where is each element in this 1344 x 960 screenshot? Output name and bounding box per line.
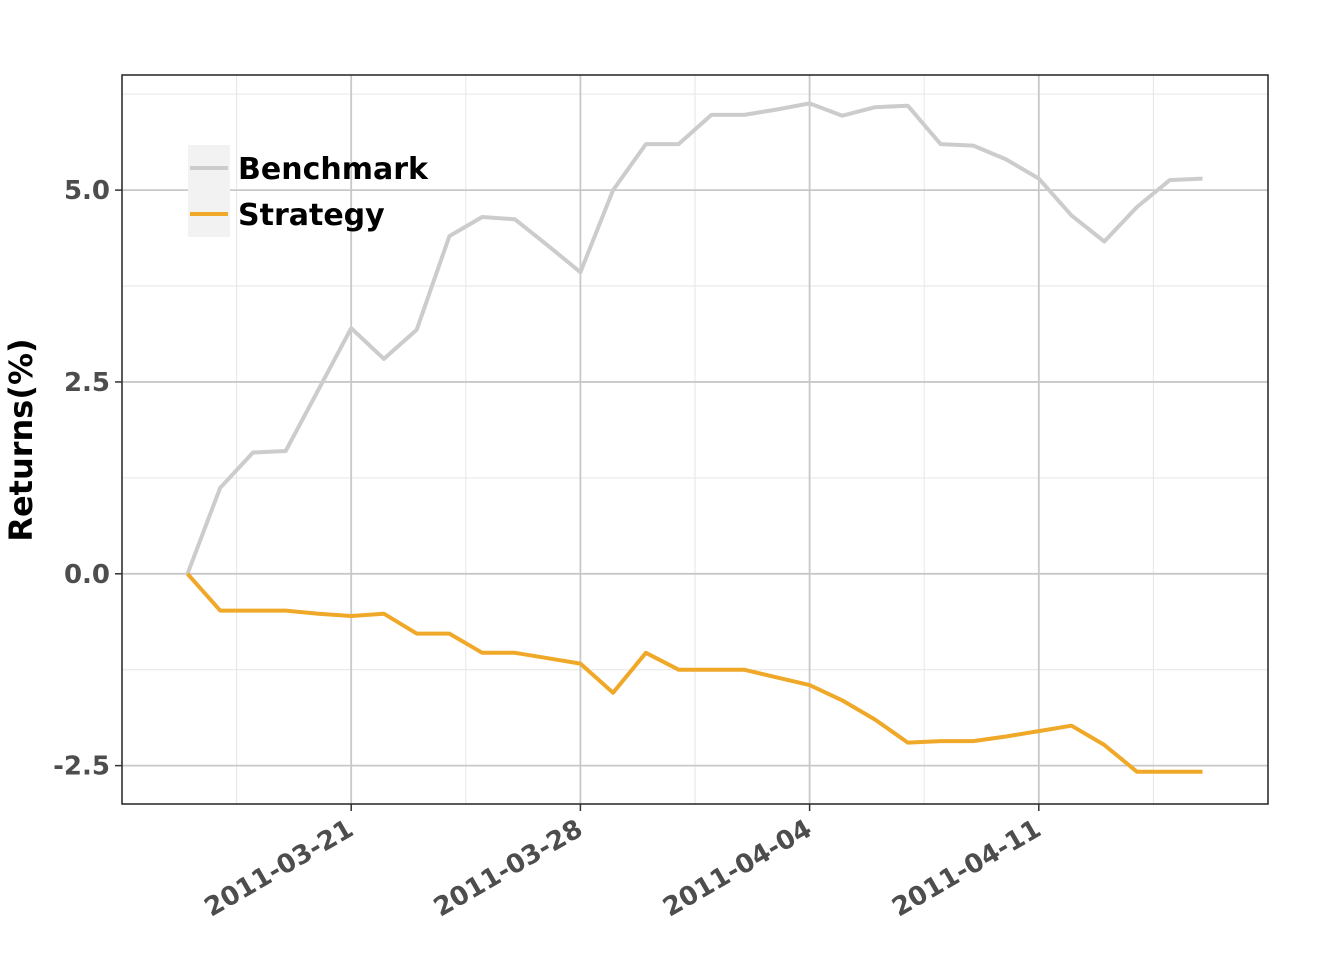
y-axis-ticks: -2.5 0.0 2.5 5.0 xyxy=(53,176,122,782)
y-tick-label: -2.5 xyxy=(53,752,110,782)
series-lines xyxy=(185,101,1203,774)
x-tick-label: 2011-04-04 xyxy=(658,814,817,923)
y-tick-label: 5.0 xyxy=(64,176,110,206)
series-line-benchmark xyxy=(185,101,1203,575)
x-tick-label: 2011-04-11 xyxy=(887,814,1046,923)
plot-panel-border xyxy=(121,74,1269,805)
x-tick-label: 2011-03-28 xyxy=(429,814,588,923)
y-axis-title: Returns(%) xyxy=(2,338,40,541)
x-axis-ticks: 2011-03-21 2011-03-28 2011-04-04 2011-04-11 xyxy=(200,804,1046,923)
legend-label-strategy: Strategy xyxy=(238,198,385,233)
y-tick-label: 2.5 xyxy=(64,368,110,398)
y-tick-label: 0.0 xyxy=(64,560,110,590)
x-tick-label: 2011-03-21 xyxy=(200,814,359,923)
legend-label-benchmark: Benchmark xyxy=(238,152,429,187)
series-line-strategy xyxy=(186,572,1203,774)
legend: Benchmark Strategy xyxy=(188,145,429,237)
